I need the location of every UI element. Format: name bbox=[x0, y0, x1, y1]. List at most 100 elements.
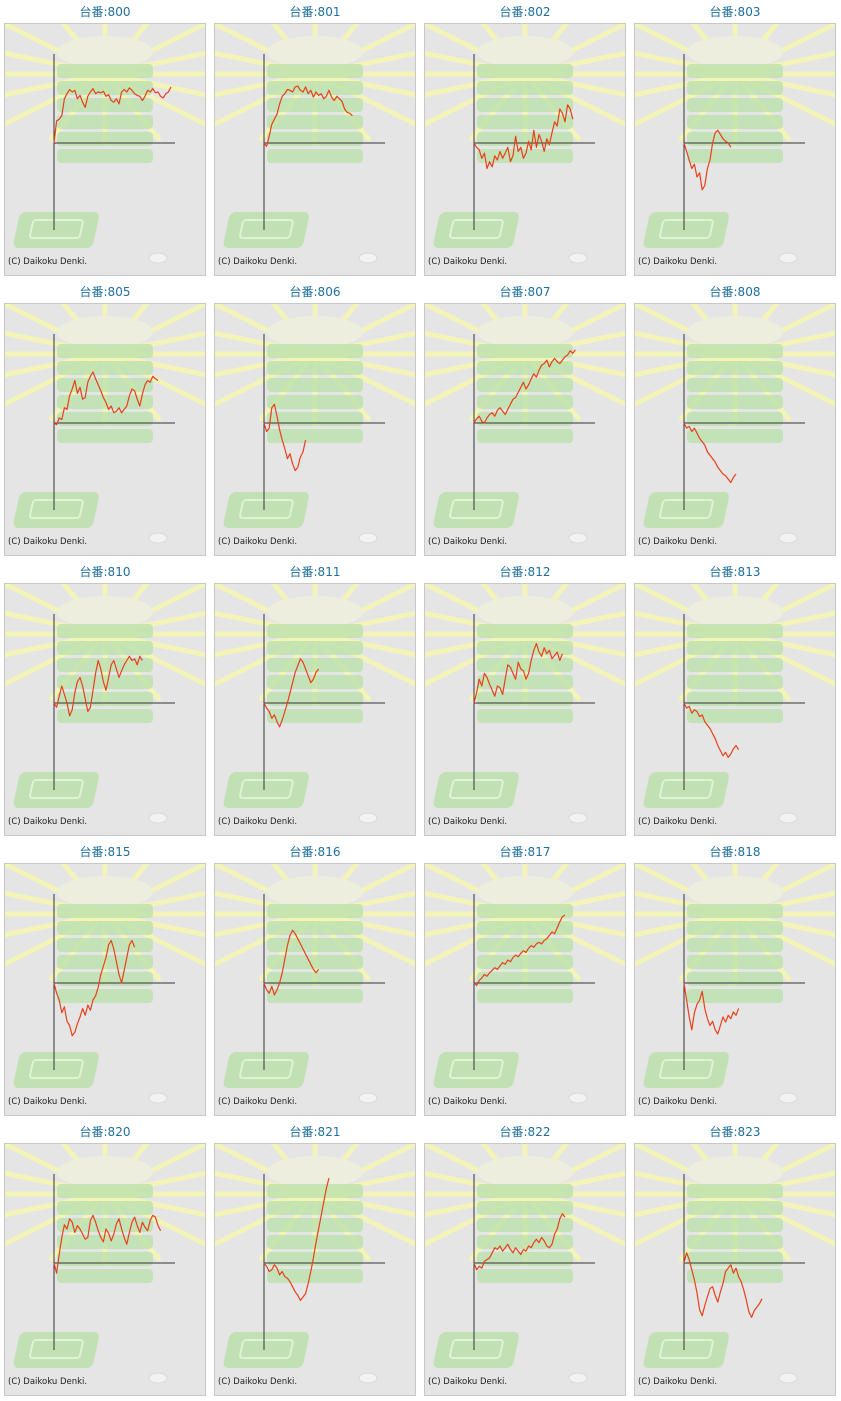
slot-machine-illustration-icon bbox=[425, 1144, 625, 1384]
chart-svg bbox=[215, 1144, 415, 1384]
series-line bbox=[53, 371, 159, 426]
series-line bbox=[473, 349, 576, 424]
slot-machine-illustration-icon bbox=[215, 584, 415, 824]
chart-svg bbox=[425, 864, 625, 1104]
copyright-label: (C) Daikoku Denki. bbox=[638, 537, 718, 547]
copyright-label: (C) Daikoku Denki. bbox=[638, 257, 718, 267]
chart-title: 台番:816 bbox=[289, 845, 341, 859]
chart-title: 台番:805 bbox=[79, 285, 131, 299]
chart-svg bbox=[635, 864, 835, 1104]
copyright-label: (C) Daikoku Denki. bbox=[8, 817, 88, 827]
chart-title: 台番:822 bbox=[499, 1125, 551, 1139]
chart-frame: (C) Daikoku Denki. bbox=[634, 23, 836, 276]
slot-machine-illustration-icon bbox=[425, 584, 625, 824]
copyright-label: (C) Daikoku Denki. bbox=[218, 817, 298, 827]
copyright-label: (C) Daikoku Denki. bbox=[8, 1097, 88, 1107]
chart-svg bbox=[635, 304, 835, 544]
series-line bbox=[263, 403, 307, 472]
slot-machine-illustration-icon bbox=[5, 864, 205, 1104]
slot-machine-illustration-icon bbox=[215, 24, 415, 264]
chart-frame: (C) Daikoku Denki. bbox=[214, 23, 416, 276]
copyright-label: (C) Daikoku Denki. bbox=[428, 1097, 508, 1107]
machine-chart: 台番:810 (C) Daikoku Denki. bbox=[0, 561, 210, 841]
chart-title: 台番:812 bbox=[499, 565, 551, 579]
copyright-label: (C) Daikoku Denki. bbox=[638, 1377, 718, 1387]
chart-svg bbox=[425, 304, 625, 544]
machine-chart: 台番:815 (C) Daikoku Denki. bbox=[0, 841, 210, 1121]
chart-frame: (C) Daikoku Denki. bbox=[424, 23, 626, 276]
chart-title: 台番:815 bbox=[79, 845, 131, 859]
copyright-label: (C) Daikoku Denki. bbox=[428, 1377, 508, 1387]
copyright-label: (C) Daikoku Denki. bbox=[218, 1097, 298, 1107]
copyright-label: (C) Daikoku Denki. bbox=[218, 537, 298, 547]
slot-machine-illustration-icon bbox=[5, 304, 205, 544]
slot-machine-illustration-icon bbox=[425, 24, 625, 264]
slot-machine-illustration-icon bbox=[215, 304, 415, 544]
chart-frame: (C) Daikoku Denki. bbox=[4, 1143, 206, 1396]
copyright-label: (C) Daikoku Denki. bbox=[8, 257, 88, 267]
copyright-label: (C) Daikoku Denki. bbox=[8, 537, 88, 547]
slot-machine-illustration-icon bbox=[635, 304, 835, 544]
series-line bbox=[263, 1177, 330, 1301]
chart-svg bbox=[5, 864, 205, 1104]
series-line bbox=[263, 85, 353, 147]
chart-frame: (C) Daikoku Denki. bbox=[214, 863, 416, 1116]
series-line bbox=[53, 939, 136, 1037]
chart-title: 台番:800 bbox=[79, 5, 131, 19]
slot-machine-illustration-icon bbox=[215, 864, 415, 1104]
series-line bbox=[683, 702, 740, 758]
series-line bbox=[683, 422, 737, 484]
chart-title: 台番:810 bbox=[79, 565, 131, 579]
chart-title: 台番:821 bbox=[289, 1125, 341, 1139]
series-line bbox=[473, 914, 566, 987]
machine-chart: 台番:807 (C) Daikoku Denki. bbox=[420, 281, 630, 561]
series-line bbox=[683, 982, 740, 1035]
series-line bbox=[683, 129, 732, 191]
machine-chart: 台番:805 (C) Daikoku Denki. bbox=[0, 281, 210, 561]
chart-title: 台番:823 bbox=[709, 1125, 761, 1139]
series-line bbox=[473, 104, 574, 170]
chart-frame: (C) Daikoku Denki. bbox=[634, 1143, 836, 1396]
machine-chart: 台番:813 (C) Daikoku Denki. bbox=[630, 561, 840, 841]
series-line bbox=[263, 658, 320, 728]
series-line bbox=[53, 1214, 162, 1274]
chart-title: 台番:811 bbox=[289, 565, 341, 579]
chart-svg bbox=[5, 1144, 205, 1384]
machine-chart: 台番:822 (C) Daikoku Denki. bbox=[420, 1121, 630, 1401]
chart-svg bbox=[5, 304, 205, 544]
chart-title: 台番:801 bbox=[289, 5, 341, 19]
copyright-label: (C) Daikoku Denki. bbox=[428, 817, 508, 827]
chart-frame: (C) Daikoku Denki. bbox=[424, 583, 626, 836]
copyright-label: (C) Daikoku Denki. bbox=[638, 817, 718, 827]
machine-chart: 台番:818 (C) Daikoku Denki. bbox=[630, 841, 840, 1121]
slot-machine-illustration-icon bbox=[635, 584, 835, 824]
slot-machine-illustration-icon bbox=[215, 1144, 415, 1384]
chart-title: 台番:808 bbox=[709, 285, 761, 299]
chart-frame: (C) Daikoku Denki. bbox=[634, 303, 836, 556]
chart-svg bbox=[215, 864, 415, 1104]
chart-title: 台番:820 bbox=[79, 1125, 131, 1139]
machine-chart: 台番:812 (C) Daikoku Denki. bbox=[420, 561, 630, 841]
series-line bbox=[53, 655, 143, 717]
chart-title: 台番:806 bbox=[289, 285, 341, 299]
chart-svg bbox=[5, 584, 205, 824]
series-line bbox=[683, 1252, 763, 1318]
machine-chart: 台番:808 (C) Daikoku Denki. bbox=[630, 281, 840, 561]
chart-svg bbox=[425, 24, 625, 264]
machine-chart: 台番:806 (C) Daikoku Denki. bbox=[210, 281, 420, 561]
chart-title: 台番:818 bbox=[709, 845, 761, 859]
chart-svg bbox=[425, 584, 625, 824]
machine-chart: 台番:816 (C) Daikoku Denki. bbox=[210, 841, 420, 1121]
chart-frame: (C) Daikoku Denki. bbox=[214, 1143, 416, 1396]
chart-svg bbox=[215, 304, 415, 544]
chart-title: 台番:802 bbox=[499, 5, 551, 19]
machine-chart: 台番:802 (C) Daikoku Denki. bbox=[420, 1, 630, 281]
copyright-label: (C) Daikoku Denki. bbox=[218, 257, 298, 267]
machine-chart: 台番:817 (C) Daikoku Denki. bbox=[420, 841, 630, 1121]
machine-chart: 台番:803 (C) Daikoku Denki. bbox=[630, 1, 840, 281]
chart-frame: (C) Daikoku Denki. bbox=[4, 303, 206, 556]
series-line bbox=[53, 86, 172, 144]
machine-chart: 台番:821 (C) Daikoku Denki. bbox=[210, 1121, 420, 1401]
series-line bbox=[473, 642, 563, 704]
